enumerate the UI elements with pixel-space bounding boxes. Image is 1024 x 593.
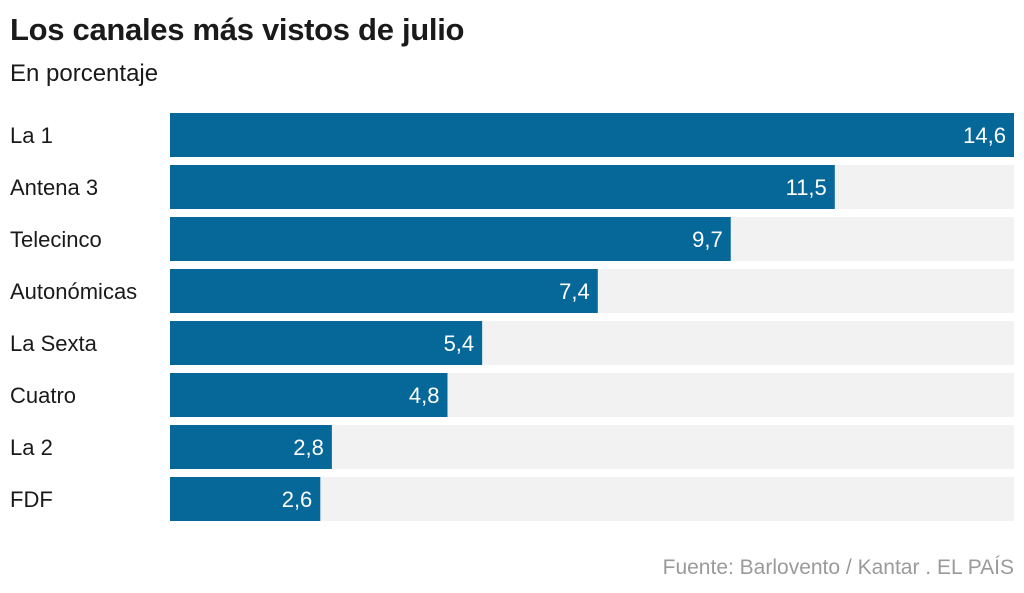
bar-row: La Sexta 5,4 [10,321,1014,365]
bar [170,269,598,313]
bar-row: La 2 2,8 [10,425,1014,469]
category-label: Cuatro [10,383,76,408]
bar [170,165,835,209]
category-label: La 2 [10,435,53,460]
category-label: Telecinco [10,227,102,252]
value-label: 9,7 [692,227,723,252]
category-label: FDF [10,487,53,512]
bar [170,321,483,365]
category-label: La Sexta [10,331,98,356]
chart-subtitle: En porcentaje [10,60,159,87]
source-note: Fuente: Barlovento / Kantar . EL PAÍS [662,556,1014,579]
bar [170,425,332,469]
category-label: Autonómicas [10,279,137,304]
bar-row: Antena 3 11,5 [10,165,1014,209]
bar-row: La 1 14,6 [10,113,1014,157]
chart-title: Los canales más vistos de julio [10,12,465,47]
value-label: 4,8 [409,383,440,408]
bar [170,217,731,261]
bar-row: Autonómicas 7,4 [10,269,1014,313]
bar-row: Telecinco 9,7 [10,217,1014,261]
value-label: 14,6 [963,123,1006,148]
bar [170,477,321,521]
value-label: 7,4 [559,279,590,304]
value-label: 11,5 [786,175,827,200]
category-label: La 1 [10,123,53,148]
value-label: 2,8 [293,435,324,460]
bar-row: Cuatro 4,8 [10,373,1014,417]
bar [170,373,448,417]
value-label: 2,6 [282,487,313,512]
bar-row: FDF 2,6 [10,477,1014,521]
value-label: 5,4 [444,331,475,356]
category-label: Antena 3 [10,175,98,200]
bar [170,113,1014,157]
